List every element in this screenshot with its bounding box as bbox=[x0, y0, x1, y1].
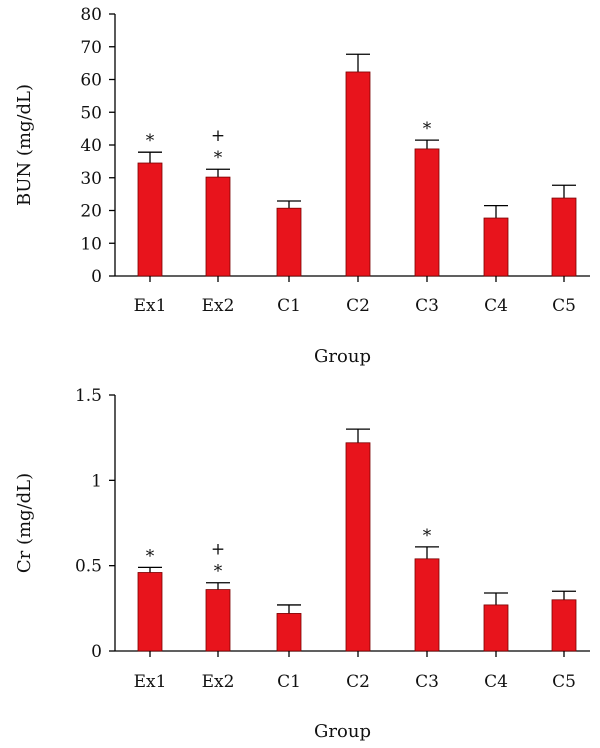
bar-ex1 bbox=[137, 572, 163, 652]
x-tick-label: C1 bbox=[277, 296, 301, 316]
bar-c2 bbox=[345, 71, 371, 277]
bar-c5 bbox=[551, 197, 577, 277]
x-tick-label: C1 bbox=[277, 672, 301, 692]
significance-asterisk: * bbox=[146, 131, 155, 151]
x-tick-label: Ex2 bbox=[202, 672, 235, 692]
bar-c3 bbox=[414, 558, 440, 652]
bar-c5 bbox=[551, 599, 577, 652]
y-tick-label: 1.5 bbox=[75, 386, 102, 406]
significance-asterisk: * bbox=[214, 148, 223, 168]
significance-asterisk: * bbox=[423, 119, 432, 139]
significance-asterisk: * bbox=[146, 546, 155, 566]
bar-c2 bbox=[345, 442, 371, 652]
y-tick-label: 70 bbox=[80, 38, 102, 58]
x-tick-label: C4 bbox=[484, 672, 508, 692]
x-tick-label: C5 bbox=[552, 296, 576, 316]
x-tick-label: C5 bbox=[552, 672, 576, 692]
y-tick-label: 20 bbox=[80, 202, 102, 222]
y-tick-label: 30 bbox=[80, 169, 102, 189]
bar-ex2 bbox=[205, 176, 231, 277]
significance-asterisk: * bbox=[423, 526, 432, 546]
y-tick-label: 1 bbox=[91, 471, 102, 491]
y-tick-label: 0 bbox=[91, 642, 102, 662]
y-tick-label: 0 bbox=[91, 267, 102, 287]
y-tick-label: 0.5 bbox=[75, 557, 102, 577]
y-tick-label: 40 bbox=[80, 136, 102, 156]
bar-c3 bbox=[414, 148, 440, 277]
bar-c1 bbox=[276, 613, 302, 652]
x-axis-title: Group bbox=[314, 721, 371, 742]
x-tick-label: C2 bbox=[346, 672, 370, 692]
bar-c1 bbox=[276, 207, 302, 277]
y-axis-title: BUN (mg/dL) bbox=[14, 84, 35, 206]
x-tick-label: Ex1 bbox=[134, 296, 167, 316]
significance-plus: + bbox=[211, 540, 225, 560]
x-tick-label: Ex2 bbox=[202, 296, 235, 316]
x-axis-title: Group bbox=[314, 346, 371, 367]
x-tick-label: C2 bbox=[346, 296, 370, 316]
x-tick-label: C3 bbox=[415, 672, 439, 692]
bar-ex2 bbox=[205, 589, 231, 652]
bar-c4 bbox=[483, 217, 509, 277]
bar-c4 bbox=[483, 604, 509, 652]
x-tick-label: Ex1 bbox=[134, 672, 167, 692]
y-tick-label: 60 bbox=[80, 71, 102, 91]
y-tick-label: 50 bbox=[80, 103, 102, 123]
y-tick-label: 80 bbox=[80, 5, 102, 25]
x-tick-label: C3 bbox=[415, 296, 439, 316]
significance-plus: + bbox=[211, 126, 225, 146]
y-axis-title: Cr (mg/dL) bbox=[14, 473, 35, 573]
y-tick-label: 10 bbox=[80, 234, 102, 254]
bar-ex1 bbox=[137, 162, 163, 277]
x-tick-label: C4 bbox=[484, 296, 508, 316]
significance-asterisk: * bbox=[214, 562, 223, 582]
